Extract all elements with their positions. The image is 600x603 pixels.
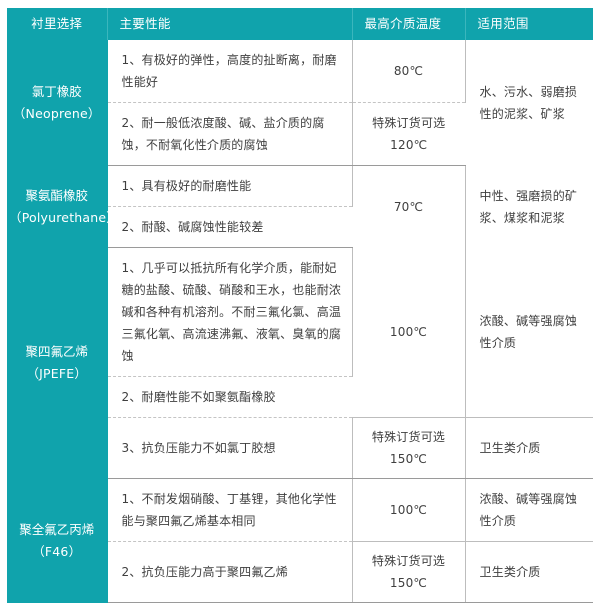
temperature-cell: 70℃ <box>352 165 466 248</box>
properties-cell: 1、不耐发烟硝酸、丁基锂，其他化学性能与聚四氟乙烯基本相同 <box>107 478 353 542</box>
scope-cell: 卫生类介质 <box>465 541 593 603</box>
table-row: 2、耐一般低浓度酸、碱、盐介质的腐蚀，不耐氧化性介质的腐蚀 特殊订货可选 120… <box>7 102 593 166</box>
lining-name-cn: 聚全氟乙丙烯 <box>19 521 95 537</box>
properties-cell: 2、抗负压能力高于聚四氟乙烯 <box>107 541 353 603</box>
table-row: 聚氨酯橡胶 （Polyurethane） 1、具有极好的耐磨性能 70℃ 中性、… <box>7 165 593 248</box>
lining-name-en: （Polyurethane） <box>9 209 119 225</box>
lining-cell-polyurethane: 聚氨酯橡胶 （Polyurethane） <box>7 165 119 248</box>
table-row: 聚四氟乙烯 （JPEFE） 1、几乎可以抵抗所有化学介质，能耐妃糖的盐酸、硫酸、… <box>7 247 593 479</box>
properties-cell: 2、耐一般低浓度酸、碱、盐介质的腐蚀，不耐氧化性介质的腐蚀 <box>107 102 353 166</box>
lining-cell-neoprene: 氯丁橡胶 （Neoprene） <box>7 40 108 166</box>
temperature-value: 80℃ <box>393 64 424 78</box>
column-header-max-temperature: 最高介质温度 <box>352 8 466 40</box>
temperature-note: 特殊订货可选 <box>371 554 446 568</box>
lining-cell-jpefe: 聚四氟乙烯 （JPEFE） <box>7 247 108 479</box>
lining-name-cn: 聚四氟乙烯 <box>25 344 88 359</box>
scope-cell: 中性、强磨损的矿浆、煤浆和泥浆 <box>465 165 593 248</box>
column-header-lining: 衬里选择 <box>7 8 108 40</box>
table-row: 2、耐酸、碱腐蚀性能较差 <box>7 206 593 248</box>
table-row: 聚全氟乙丙烯 （F46） 1、不耐发烟硝酸、丁基锂，其他化学性能与聚四氟乙烯基本… <box>7 478 593 603</box>
lining-name-en: （F46） <box>32 543 82 559</box>
properties-cell: 2、耐磨性能不如聚氨酯橡胶 <box>107 376 352 418</box>
lining-selection-table-page: 衬里选择 主要性能 最高介质温度 适用范围 氯丁橡胶 （Neoprene） 1、… <box>0 8 600 603</box>
table-header-row: 衬里选择 主要性能 最高介质温度 适用范围 <box>7 8 593 40</box>
table-body: 氯丁橡胶 （Neoprene） 1、有极好的弹性，高度的扯断离，耐磨性能好 80… <box>7 40 593 603</box>
lining-cell-f46: 聚全氟乙丙烯 （F46） <box>7 478 108 603</box>
temperature-value: 150℃ <box>389 576 428 590</box>
temperature-value: 150℃ <box>389 452 428 466</box>
temperature-cell: 80℃ <box>352 40 466 103</box>
table-row: 氯丁橡胶 （Neoprene） 1、有极好的弹性，高度的扯断离，耐磨性能好 80… <box>7 40 593 166</box>
scope-cell: 浓酸、碱等强腐蚀性介质 <box>465 478 593 542</box>
temperature-value: 100℃ <box>389 325 428 340</box>
temperature-value: 120℃ <box>390 138 428 152</box>
temperature-value: 70℃ <box>393 199 424 214</box>
temperature-note: 特殊订货可选 <box>371 430 446 444</box>
lining-name-cn: 聚氨酯橡胶 <box>25 187 88 203</box>
lining-name-en: （Neoprene） <box>12 105 101 121</box>
properties-cell: 1、几乎可以抵抗所有化学介质，能耐妃糖的盐酸、硫酸、硝酸和王水，也能耐浓碱和各种… <box>107 247 353 377</box>
properties-cell: 2、耐酸、碱腐蚀性能较差 <box>107 206 352 248</box>
temperature-cell: 特殊订货可选 120℃ <box>352 102 465 166</box>
lining-specification-table: 衬里选择 主要性能 最高介质温度 适用范围 氯丁橡胶 （Neoprene） 1、… <box>7 8 593 603</box>
temperature-value: 100℃ <box>389 503 428 517</box>
column-header-properties: 主要性能 <box>107 8 353 40</box>
properties-cell: 1、有极好的弹性，高度的扯断离，耐磨性能好 <box>107 40 353 103</box>
table-header: 衬里选择 主要性能 最高介质温度 适用范围 <box>7 8 593 40</box>
scope-cell: 浓酸、碱等强腐蚀性介质 <box>465 247 593 418</box>
lining-name-cn: 氯丁橡胶 <box>31 83 82 99</box>
temperature-cell: 特殊订货可选 150℃ <box>352 541 466 603</box>
properties-cell: 1、具有极好的耐磨性能 <box>107 165 353 207</box>
temperature-cell: 100℃ <box>352 247 466 418</box>
lining-name-en: （JPEFE） <box>26 366 88 381</box>
column-header-application-scope: 适用范围 <box>465 8 593 40</box>
scope-cell: 水、污水、弱磨损性的泥浆、矿浆 <box>465 40 593 166</box>
temperature-note: 特殊订货可选 <box>372 116 446 130</box>
table-row: 2、耐磨性能不如聚氨酯橡胶 <box>7 376 593 418</box>
temperature-cell: 100℃ <box>352 478 466 542</box>
